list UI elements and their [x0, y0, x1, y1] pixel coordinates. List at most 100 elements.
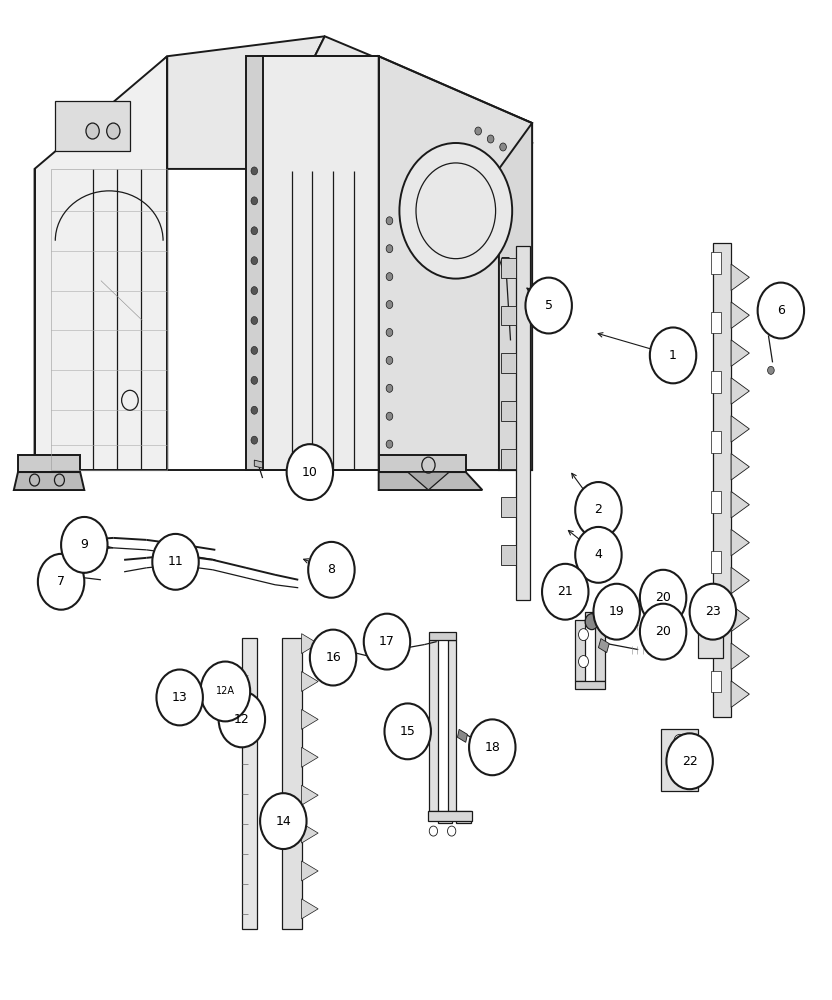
- Circle shape: [674, 770, 686, 784]
- Circle shape: [152, 534, 199, 590]
- Polygon shape: [731, 567, 750, 594]
- Polygon shape: [246, 56, 263, 470]
- Circle shape: [156, 670, 203, 725]
- Circle shape: [251, 436, 258, 444]
- Polygon shape: [731, 340, 750, 366]
- Circle shape: [386, 245, 393, 253]
- Text: 10: 10: [302, 466, 318, 479]
- Text: 23: 23: [705, 605, 721, 618]
- Polygon shape: [501, 449, 516, 469]
- Circle shape: [666, 733, 713, 789]
- Circle shape: [640, 570, 686, 626]
- Text: 20: 20: [655, 625, 671, 638]
- Polygon shape: [501, 353, 516, 373]
- Text: 4: 4: [595, 548, 602, 561]
- Text: 11: 11: [168, 555, 183, 568]
- Circle shape: [251, 227, 258, 235]
- Polygon shape: [301, 785, 318, 805]
- Polygon shape: [661, 729, 698, 791]
- Circle shape: [386, 412, 393, 420]
- Polygon shape: [379, 56, 532, 470]
- Text: 2: 2: [595, 503, 602, 516]
- Polygon shape: [448, 640, 471, 823]
- Polygon shape: [259, 36, 532, 169]
- Circle shape: [690, 584, 736, 640]
- Polygon shape: [585, 612, 595, 620]
- Polygon shape: [14, 472, 84, 490]
- Circle shape: [386, 301, 393, 309]
- Polygon shape: [698, 625, 723, 658]
- Circle shape: [61, 517, 107, 573]
- Polygon shape: [731, 302, 750, 328]
- Polygon shape: [501, 401, 516, 421]
- Circle shape: [375, 638, 385, 650]
- Text: 8: 8: [328, 563, 335, 576]
- Polygon shape: [731, 491, 750, 518]
- Circle shape: [386, 273, 393, 281]
- Polygon shape: [711, 491, 721, 513]
- Polygon shape: [379, 472, 483, 490]
- Circle shape: [475, 127, 482, 135]
- Circle shape: [640, 604, 686, 660]
- Circle shape: [251, 167, 258, 175]
- Polygon shape: [499, 123, 532, 470]
- Polygon shape: [76, 573, 84, 586]
- Text: 12A: 12A: [215, 686, 235, 696]
- Circle shape: [674, 734, 686, 748]
- Circle shape: [310, 630, 356, 685]
- Circle shape: [386, 217, 393, 225]
- Circle shape: [38, 554, 84, 610]
- Circle shape: [287, 444, 333, 500]
- Circle shape: [650, 327, 696, 383]
- Polygon shape: [501, 258, 516, 278]
- Polygon shape: [731, 416, 750, 442]
- Circle shape: [308, 542, 354, 598]
- Circle shape: [585, 614, 598, 630]
- Text: 16: 16: [325, 651, 341, 664]
- Polygon shape: [501, 258, 511, 268]
- Circle shape: [372, 634, 389, 654]
- Text: 15: 15: [399, 725, 416, 738]
- Text: 21: 21: [557, 585, 573, 598]
- Polygon shape: [35, 169, 51, 470]
- Polygon shape: [711, 431, 721, 453]
- Text: 13: 13: [171, 691, 187, 704]
- Polygon shape: [18, 455, 80, 472]
- Circle shape: [448, 826, 456, 836]
- Polygon shape: [301, 634, 318, 654]
- Polygon shape: [711, 611, 721, 633]
- Polygon shape: [301, 823, 318, 843]
- Text: 20: 20: [655, 591, 671, 604]
- Polygon shape: [731, 605, 750, 632]
- Polygon shape: [301, 747, 318, 767]
- Polygon shape: [428, 811, 473, 821]
- Polygon shape: [301, 672, 318, 691]
- Circle shape: [251, 257, 258, 265]
- Polygon shape: [595, 620, 605, 681]
- Polygon shape: [501, 497, 516, 517]
- Circle shape: [758, 283, 804, 338]
- Circle shape: [364, 614, 410, 670]
- Text: 18: 18: [484, 741, 500, 754]
- Text: 19: 19: [609, 605, 625, 618]
- Circle shape: [251, 287, 258, 295]
- Circle shape: [260, 793, 306, 849]
- Circle shape: [399, 143, 513, 279]
- Circle shape: [500, 143, 507, 151]
- Circle shape: [488, 135, 494, 143]
- Circle shape: [578, 656, 588, 668]
- Circle shape: [86, 123, 99, 139]
- Circle shape: [542, 564, 588, 620]
- Polygon shape: [731, 264, 750, 291]
- Circle shape: [251, 197, 258, 205]
- Polygon shape: [731, 529, 750, 556]
- Polygon shape: [713, 243, 731, 717]
- Text: 22: 22: [681, 755, 697, 768]
- Polygon shape: [301, 709, 318, 729]
- Polygon shape: [301, 861, 318, 881]
- Text: 17: 17: [379, 635, 395, 648]
- Text: 12: 12: [234, 713, 250, 726]
- Polygon shape: [55, 101, 130, 151]
- Circle shape: [768, 366, 775, 374]
- Circle shape: [106, 123, 120, 139]
